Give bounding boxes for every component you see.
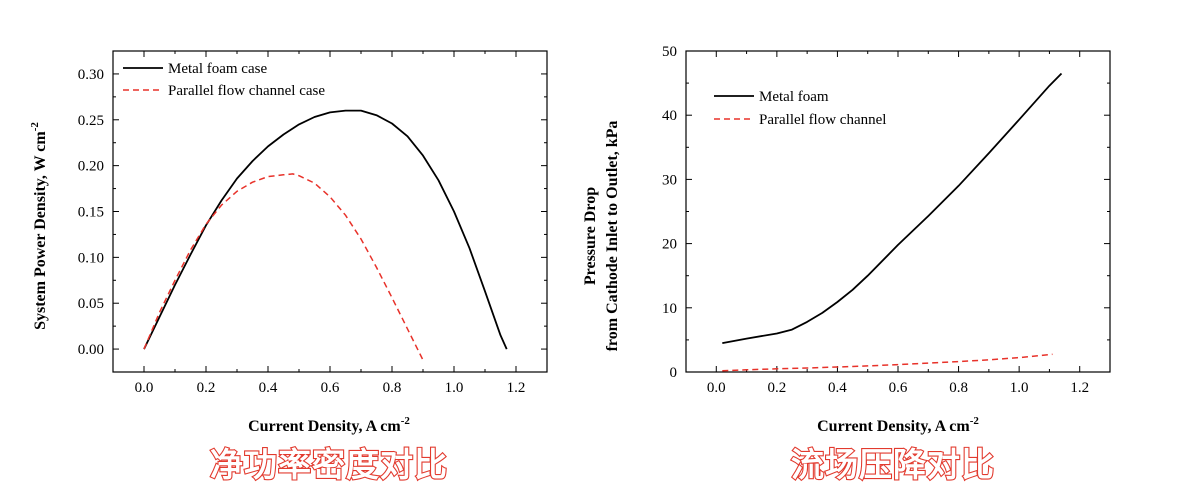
y-tick-label: 50 bbox=[662, 44, 677, 60]
power-density-chart: 0.0 0.2 0.4 0.6 0.8 1.0 1.2 0.00 0.05 0.10 0.15 0.2… bbox=[29, 50, 548, 485]
x-tick-label: 1.0 bbox=[1010, 380, 1029, 396]
y-tick-label: 0.30 bbox=[78, 67, 104, 83]
legend-label-parallel-flow-case: Parallel flow channel case bbox=[168, 83, 325, 99]
y-tick-label: 0.20 bbox=[78, 159, 104, 175]
legend: Metal foam Parallel flow channel bbox=[714, 89, 886, 128]
legend-label-parallel-flow: Parallel flow channel bbox=[759, 112, 886, 128]
plot-frame bbox=[685, 50, 1111, 373]
legend-label-metal-foam-case: Metal foam case bbox=[168, 61, 267, 77]
y-tick-label: 0 bbox=[670, 365, 678, 381]
axis-ticks: 0.0 0.2 0.4 0.6 0.8 1.0 1.2 0 10 20 30 40 50 bbox=[662, 44, 1110, 396]
y-axis-label-line-1: Pressure Drop bbox=[582, 187, 599, 285]
x-axis-label: Current Density, A cm-2 bbox=[248, 415, 410, 435]
series-line-parallel-flow-channel bbox=[722, 353, 1053, 372]
plot-frame bbox=[112, 50, 548, 373]
legend: Metal foam case Parallel flow channel ca… bbox=[123, 61, 325, 99]
pressure-drop-chart: 0.0 0.2 0.4 0.6 0.8 1.0 1.2 0 10 20 30 40 50 Metal f… bbox=[582, 44, 1111, 485]
chart-caption: 流场压降对比 bbox=[791, 445, 995, 484]
chart-caption: 净功率密度对比 bbox=[210, 445, 448, 484]
x-tick-label: 0.2 bbox=[197, 380, 216, 396]
x-tick-label: 0.6 bbox=[889, 380, 908, 396]
x-tick-label: 0.8 bbox=[383, 380, 402, 396]
x-tick-label: 0.8 bbox=[949, 380, 968, 396]
x-axis-label: Current Density, A cm-2 bbox=[817, 415, 979, 435]
x-tick-label: 0.4 bbox=[259, 380, 278, 396]
x-tick-label: 0.0 bbox=[707, 380, 726, 396]
series-lines bbox=[722, 72, 1063, 372]
y-tick-label: 0.15 bbox=[78, 205, 104, 221]
x-tick-label: 0.4 bbox=[828, 380, 847, 396]
x-tick-label: 0.0 bbox=[135, 380, 154, 396]
x-tick-label: 0.6 bbox=[321, 380, 340, 396]
y-tick-label: 10 bbox=[662, 301, 677, 317]
y-tick-label: 0.25 bbox=[78, 113, 104, 129]
x-tick-label: 0.2 bbox=[767, 380, 786, 396]
y-tick-label: 0.00 bbox=[78, 342, 104, 358]
series-line-parallel-flow-channel-case bbox=[143, 173, 424, 361]
y-axis-label-line-2: from Cathode Inlet to Outlet, kPa bbox=[604, 121, 621, 352]
y-tick-label: 0.05 bbox=[78, 296, 104, 312]
series-lines bbox=[143, 109, 508, 361]
x-tick-label: 1.0 bbox=[445, 380, 464, 396]
legend-label-metal-foam: Metal foam bbox=[759, 89, 829, 105]
series-line-metal-foam-case bbox=[143, 109, 508, 350]
y-axis-label: System Power Density, W cm-2 bbox=[29, 122, 49, 330]
y-tick-label: 20 bbox=[662, 237, 677, 253]
axis-ticks: 0.0 0.2 0.4 0.6 0.8 1.0 1.2 0.00 0.05 0.10 0.15 0.2… bbox=[78, 51, 547, 396]
y-tick-label: 0.10 bbox=[78, 250, 104, 266]
x-tick-label: 1.2 bbox=[507, 380, 526, 396]
x-tick-label: 1.2 bbox=[1070, 380, 1089, 396]
y-tick-label: 30 bbox=[662, 172, 677, 188]
series-line-metal-foam bbox=[722, 72, 1063, 344]
y-tick-label: 40 bbox=[662, 108, 677, 124]
